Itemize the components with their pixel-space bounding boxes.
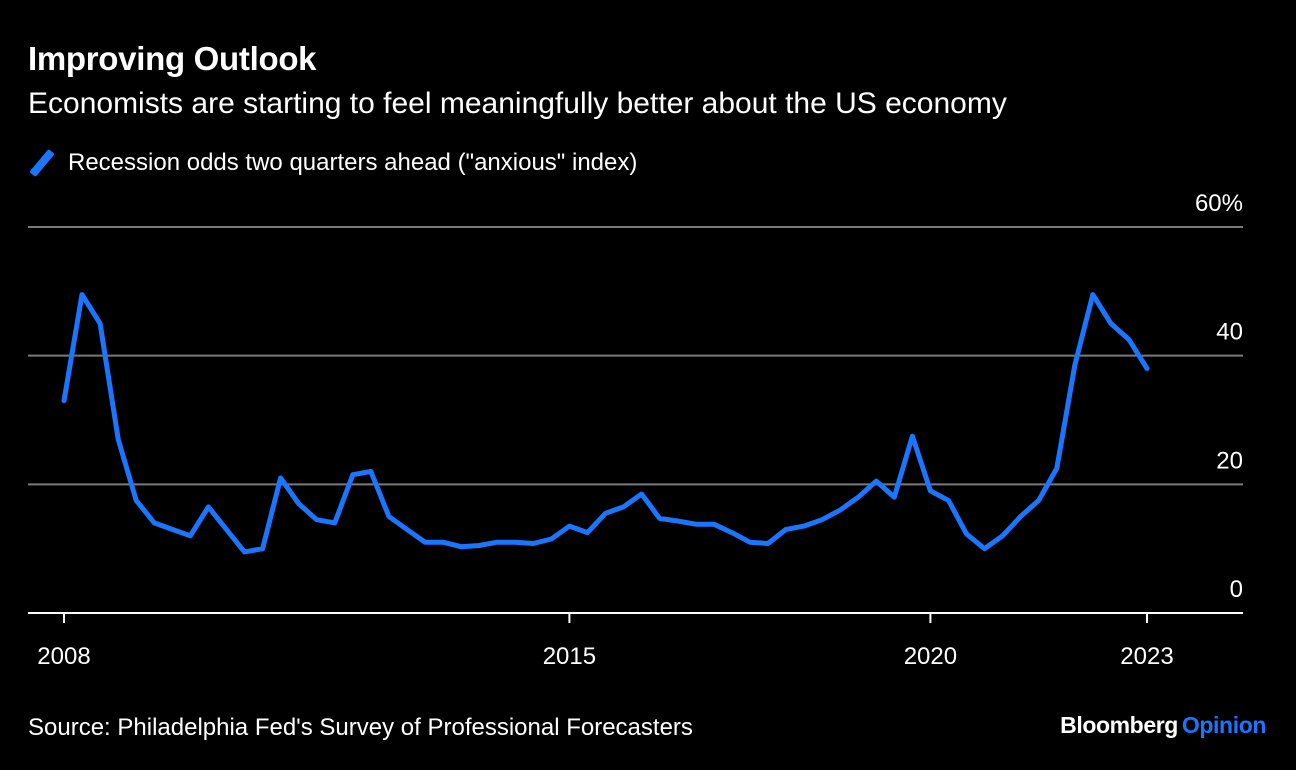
series-line-0 xyxy=(61,292,1150,555)
brand-opinion: Opinion xyxy=(1181,712,1266,738)
x-tick-label-2008: 2008 xyxy=(37,643,90,670)
brand-bloomberg: Bloomberg xyxy=(1060,712,1178,738)
y-tick-label-40: 40 xyxy=(1216,319,1243,346)
series-layer xyxy=(61,292,1150,555)
x-tick-label-2023: 2023 xyxy=(1120,643,1173,670)
gridlines xyxy=(28,226,1243,486)
y-tick-label-20: 20 xyxy=(1216,447,1243,474)
chart-subtitle: Economists are starting to feel meaningf… xyxy=(28,87,1007,120)
legend-label: Recession odds two quarters ahead ("anxi… xyxy=(68,149,638,176)
brand-logo: Bloomberg Opinion xyxy=(1060,712,1266,739)
legend: Recession odds two quarters ahead ("anxi… xyxy=(29,148,638,178)
source-note: Source: Philadelphia Fed's Survey of Pro… xyxy=(28,714,693,741)
x-axis: 2008 2015 2020 2023 xyxy=(28,612,1243,670)
y-tick-label-60: 60% xyxy=(1195,190,1243,217)
x-tick-label-2015: 2015 xyxy=(543,643,596,670)
chart-title: Improving Outlook xyxy=(28,40,317,77)
y-axis-labels: 0 20 40 60% xyxy=(1195,190,1243,603)
x-tick-label-2020: 2020 xyxy=(904,643,957,670)
y-tick-label-0: 0 xyxy=(1230,576,1243,603)
